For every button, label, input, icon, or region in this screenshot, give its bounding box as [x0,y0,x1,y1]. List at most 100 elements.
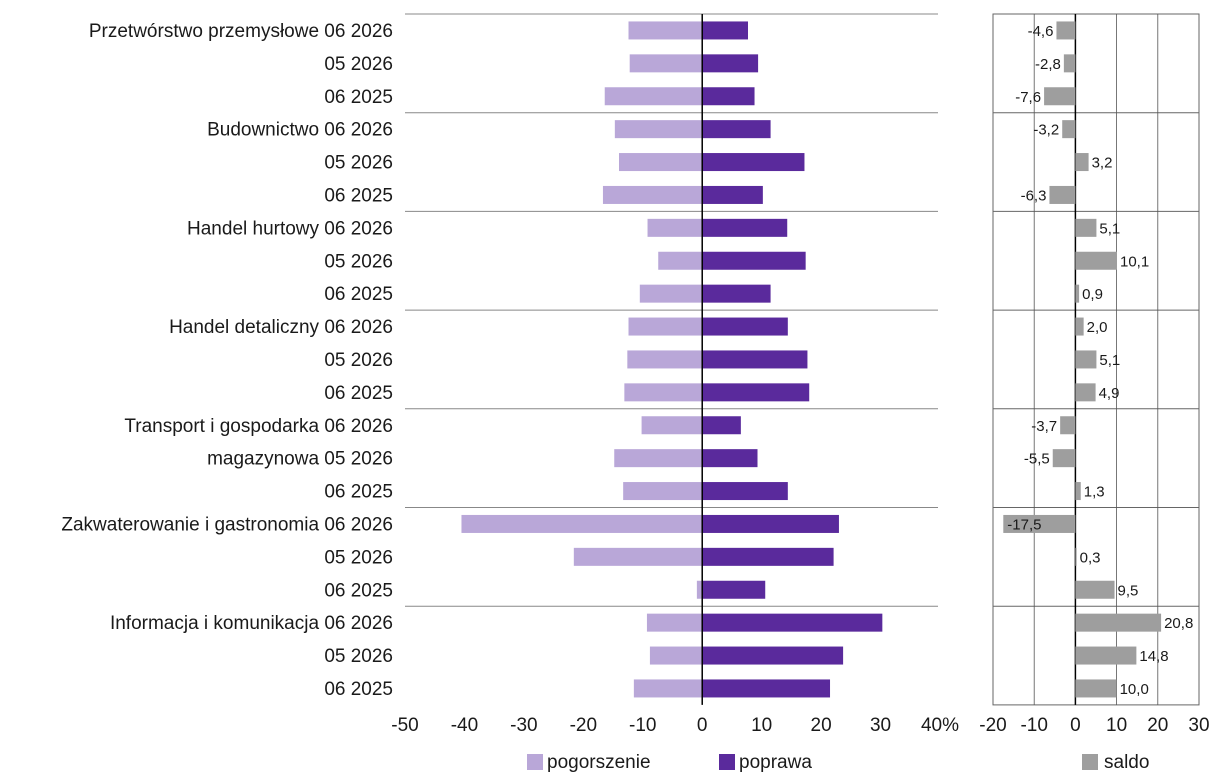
x-tick-label: -20 [570,715,597,736]
right-panel-border [992,13,1200,706]
row-label: Transport i gospodarka 06 2026 [124,416,393,437]
bar-saldo [1075,284,1080,303]
saldo-data-label: 10,1 [1120,253,1149,270]
saldo-data-label: -3,7 [1031,418,1057,435]
bar-pogorszenie [604,87,703,106]
bar-poprawa [702,679,831,698]
x-tick-label: 0 [1070,715,1081,736]
saldo-data-label: 5,1 [1099,220,1120,237]
bar-pogorszenie [624,383,703,402]
bar-saldo [1075,383,1096,402]
row-label: 05 2026 [324,547,393,568]
saldo-data-label: -4,6 [1028,23,1054,40]
bar-poprawa [702,416,741,435]
x-tick-label: -30 [510,715,537,736]
row-label: Przetwórstwo przemysłowe 06 2026 [89,21,393,42]
bar-saldo [1075,251,1118,270]
x-tick-label: 30 [1188,715,1209,736]
saldo-data-label: 3,2 [1092,155,1113,172]
bar-poprawa [702,120,771,139]
bar-saldo [1075,317,1084,336]
x-tick-label: 40% [921,715,959,736]
legend-label-pogorszenie: pogorszenie [547,752,651,773]
row-label: 06 2025 [324,383,393,404]
left-panel-separators [405,13,938,607]
bar-poprawa [702,21,748,40]
legend-swatch-pogorszenie [527,754,543,770]
bar-poprawa [702,613,883,632]
row-label: 06 2025 [324,284,393,305]
legend-label-poprawa: poprawa [739,752,812,773]
right-panel-axis: -20 -10 0 10 20 30 [979,715,1209,736]
row-label: 05 2026 [324,350,393,371]
bar-saldo [1052,449,1076,468]
saldo-data-label: 14,8 [1139,648,1168,665]
saldo-data-label: -17,5 [1007,516,1041,533]
bar-saldo [1044,87,1076,106]
bar-poprawa [702,646,844,665]
row-label: 05 2026 [324,646,393,667]
bar-pogorszenie [646,613,703,632]
bar-poprawa [702,580,766,599]
bar-saldo [1003,514,1076,533]
row-label: magazynowa 05 2026 [207,449,393,470]
bar-poprawa [702,54,759,73]
bar-pogorszenie [639,284,703,303]
bar-poprawa [702,218,788,237]
row-label: 06 2025 [324,482,393,503]
bar-saldo [1075,350,1097,369]
x-tick-label: -10 [629,715,656,736]
left-panel-bars [461,21,883,698]
bar-pogorszenie [602,185,703,204]
bar-pogorszenie [627,350,703,369]
row-label: 05 2026 [324,54,393,75]
saldo-data-label: -2,8 [1035,56,1061,73]
saldo-data-label: 10,0 [1120,681,1149,698]
bar-pogorszenie [696,580,703,599]
bar-poprawa [702,87,755,106]
x-tick-label: 30 [870,715,891,736]
bar-pogorszenie [573,547,703,566]
row-label: Handel hurtowy 06 2026 [187,218,393,239]
bar-poprawa [702,284,771,303]
x-tick-label: -50 [391,715,418,736]
bar-pogorszenie [619,153,703,172]
row-label: Zakwaterowanie i gastronomia 06 2026 [61,514,393,535]
saldo-data-label: 4,9 [1099,385,1120,402]
right-panel-bars: -4,6-2,8-7,6-3,23,2-6,35,110,10,92,05,14… [1003,21,1193,698]
row-label: 06 2025 [324,185,393,206]
bar-poprawa [702,383,810,402]
x-tick-label: -40 [451,715,478,736]
saldo-data-label: 9,5 [1118,582,1139,599]
bar-pogorszenie [614,120,703,139]
saldo-data-label: 5,1 [1099,352,1120,369]
saldo-data-label: 20,8 [1164,615,1193,632]
bar-saldo [1056,21,1076,40]
bar-poprawa [702,350,808,369]
row-label: 05 2026 [324,251,393,272]
saldo-data-label: -6,3 [1021,187,1047,204]
saldo-data-label: -3,2 [1033,122,1059,139]
x-tick-label: -10 [1020,715,1047,736]
bar-saldo [1075,218,1097,237]
bar-poprawa [702,153,805,172]
x-tick-label: 20 [811,715,832,736]
bar-saldo [1075,482,1081,501]
bar-pogorszenie [649,646,703,665]
bar-pogorszenie [623,482,703,501]
row-label: 06 2025 [324,580,393,601]
legend-swatch-poprawa [719,754,735,770]
bar-poprawa [702,251,806,270]
saldo-data-label: -7,6 [1015,89,1041,106]
row-label: 06 2025 [324,87,393,108]
bar-saldo [1075,153,1089,172]
row-label: 06 2025 [324,679,393,700]
row-labels: Przetwórstwo przemysłowe 06 2026 05 2026 0… [61,21,393,700]
bar-poprawa [702,547,834,566]
bar-saldo [1075,613,1162,632]
bar-saldo [1063,54,1076,73]
saldo-data-label: 2,0 [1087,319,1108,336]
saldo-data-label: 0,9 [1082,286,1103,303]
bar-saldo [1075,679,1117,698]
